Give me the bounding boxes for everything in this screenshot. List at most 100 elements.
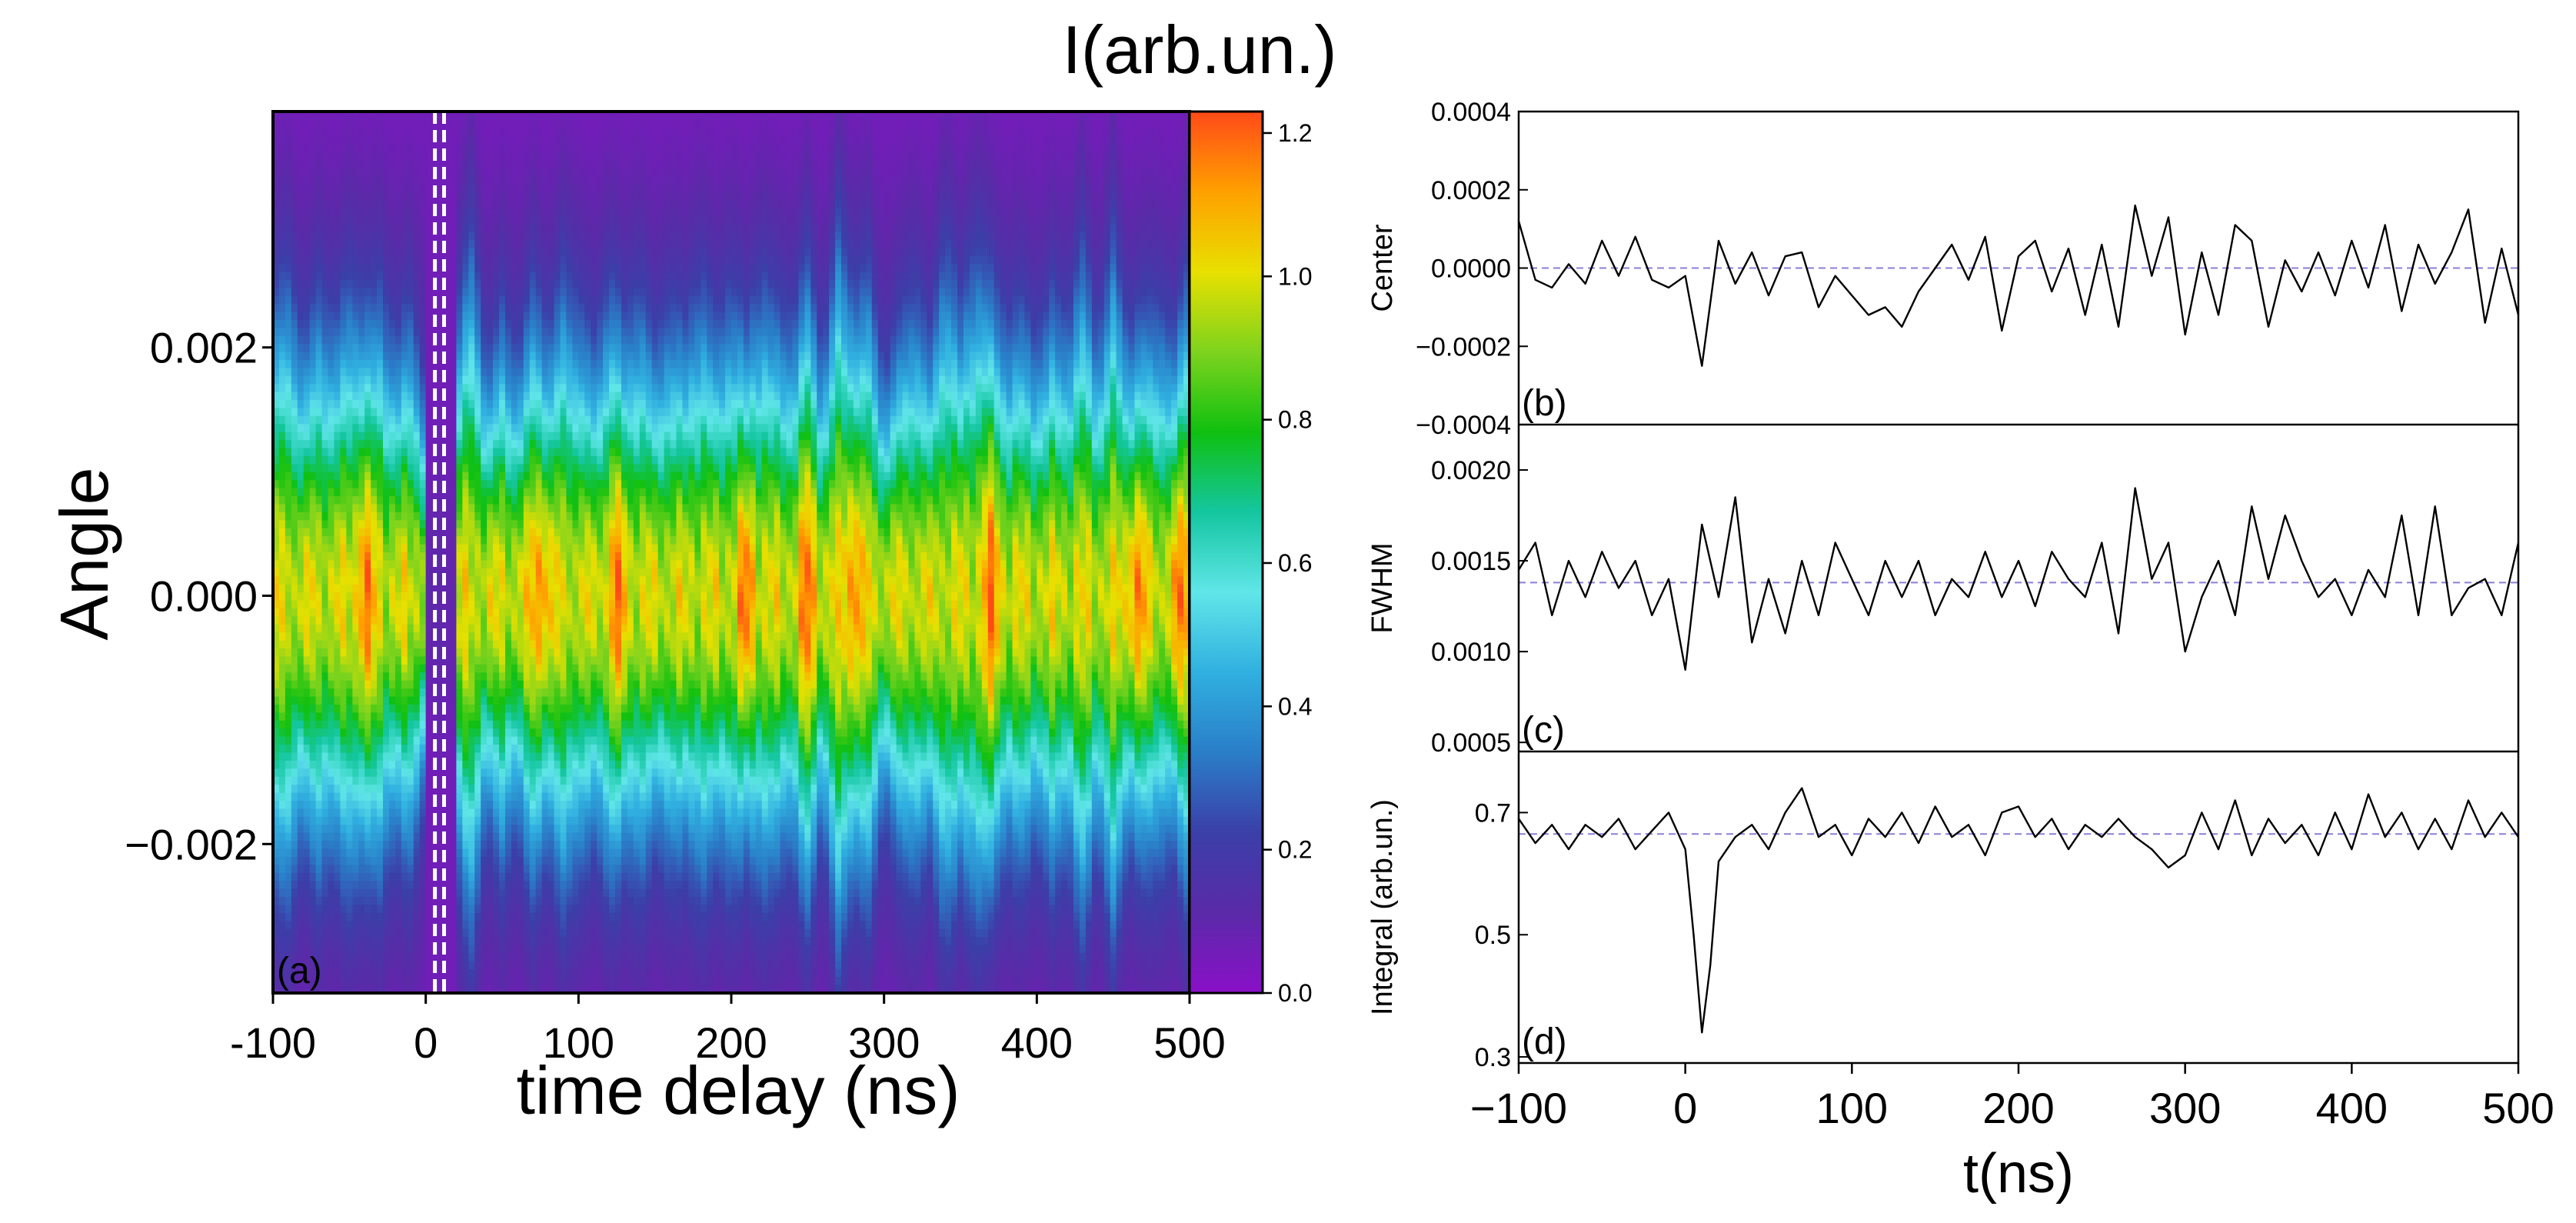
- heatmap-cell: [371, 312, 378, 321]
- heatmap-cell: [383, 528, 390, 537]
- heatmap-cell: [371, 712, 378, 721]
- heatmap-cell: [364, 985, 371, 993]
- heatmap-cell: [278, 159, 286, 168]
- heatmap-cell: [303, 832, 311, 841]
- heatmap-cell: [291, 223, 298, 232]
- heatmap-cell: [407, 977, 414, 986]
- heatmap-cell: [419, 968, 427, 978]
- heatmap-cell: [291, 704, 298, 713]
- heatmap-cell: [493, 232, 500, 241]
- heatmap-cell: [493, 112, 500, 121]
- heatmap-cell: [547, 440, 555, 449]
- heatmap-cell: [413, 825, 421, 834]
- heatmap-cell: [407, 304, 414, 313]
- heatmap-cell: [419, 295, 427, 305]
- heatmap-cell: [487, 592, 494, 602]
- heatmap-cell: [493, 424, 500, 433]
- heatmap-cell: [541, 712, 549, 721]
- heatmap-cell: [450, 977, 457, 986]
- heatmap-cell: [285, 512, 292, 521]
- heatmap-cell: [394, 496, 402, 505]
- heatmap-cell: [401, 455, 408, 465]
- heatmap-cell: [315, 119, 323, 128]
- heatmap-cell: [438, 304, 445, 313]
- heatmap-cell: [340, 696, 347, 705]
- heatmap-cell: [315, 192, 323, 201]
- heatmap-cell: [291, 127, 298, 136]
- heatmap-cell: [499, 816, 506, 825]
- heatmap-cell: [358, 328, 365, 337]
- heatmap-cell: [352, 921, 359, 930]
- heatmap-cell: [352, 664, 359, 673]
- heatmap-cell: [273, 768, 280, 778]
- heatmap-cell: [340, 352, 347, 361]
- heatmap-cell: [309, 263, 317, 272]
- heatmap-cell: [309, 881, 317, 890]
- heatmap-cell: [388, 977, 396, 986]
- heatmap-cell: [462, 728, 469, 738]
- heatmap-cell: [541, 752, 549, 761]
- heatmap-cell: [499, 720, 506, 729]
- heatmap-cell: [468, 375, 475, 385]
- heatmap-cell: [297, 488, 305, 497]
- heatmap-cell: [371, 152, 378, 161]
- heatmap-cell: [425, 143, 433, 152]
- heatmap-cell: [462, 648, 469, 658]
- heatmap-cell: [438, 720, 445, 729]
- heatmap-cell: [462, 977, 469, 986]
- heatmap-cell: [285, 656, 292, 665]
- heatmap-cell: [425, 544, 433, 553]
- heatmap-cell: [468, 504, 475, 513]
- heatmap-cell: [394, 776, 402, 785]
- heatmap-cell: [547, 199, 555, 208]
- heatmap-cell: [352, 624, 359, 633]
- heatmap-cell: [462, 215, 469, 225]
- heatmap-cell: [523, 175, 531, 185]
- heatmap-cell: [529, 167, 537, 176]
- heatmap-cell: [407, 536, 414, 545]
- heatmap-cell: [340, 712, 347, 721]
- heatmap-cell: [523, 921, 531, 930]
- heatmap-cell: [321, 440, 329, 449]
- heatmap-cell: [371, 848, 378, 858]
- heatmap-cell: [499, 159, 506, 168]
- heatmap-cell: [419, 255, 427, 265]
- heatmap-cell: [334, 881, 341, 890]
- heatmap-cell: [328, 368, 335, 377]
- heatmap-cell: [321, 648, 329, 658]
- heatmap-cell: [493, 848, 500, 858]
- heatmap-cell: [394, 825, 402, 834]
- heatmap-cell: [487, 704, 494, 713]
- heatmap-cell: [309, 785, 317, 794]
- heatmap-cell: [315, 792, 323, 801]
- heatmap-cell: [481, 263, 488, 272]
- heatmap-cell: [346, 672, 353, 681]
- heatmap-cell: [450, 632, 457, 641]
- heatmap-cell: [529, 384, 537, 393]
- heatmap-cell: [328, 881, 335, 890]
- heatmap-cell: [309, 608, 317, 617]
- heatmap-cell: [517, 504, 524, 513]
- heatmap-cell: [462, 223, 469, 232]
- heatmap-cell: [285, 319, 292, 328]
- heatmap-cell: [346, 736, 353, 745]
- heatmap-cell: [468, 664, 475, 673]
- heatmap-cell: [450, 328, 457, 337]
- heatmap-cell: [529, 800, 537, 809]
- heatmap-cell: [358, 455, 365, 465]
- heatmap-cell: [352, 912, 359, 921]
- heatmap-cell: [394, 304, 402, 313]
- heatmap-cell: [364, 488, 371, 497]
- heatmap-cell: [499, 472, 506, 481]
- heatmap-cell: [487, 816, 494, 825]
- heatmap-cell: [517, 616, 524, 625]
- heatmap-cell: [388, 167, 396, 176]
- heatmap-cell: [499, 504, 506, 513]
- heatmap-cell: [517, 785, 524, 794]
- heatmap-cell: [535, 199, 543, 208]
- heatmap-cell: [481, 905, 488, 914]
- heatmap-cell: [352, 424, 359, 433]
- heatmap-cell: [309, 832, 317, 841]
- heatmap-cell: [504, 175, 512, 185]
- heatmap-cell: [535, 624, 543, 633]
